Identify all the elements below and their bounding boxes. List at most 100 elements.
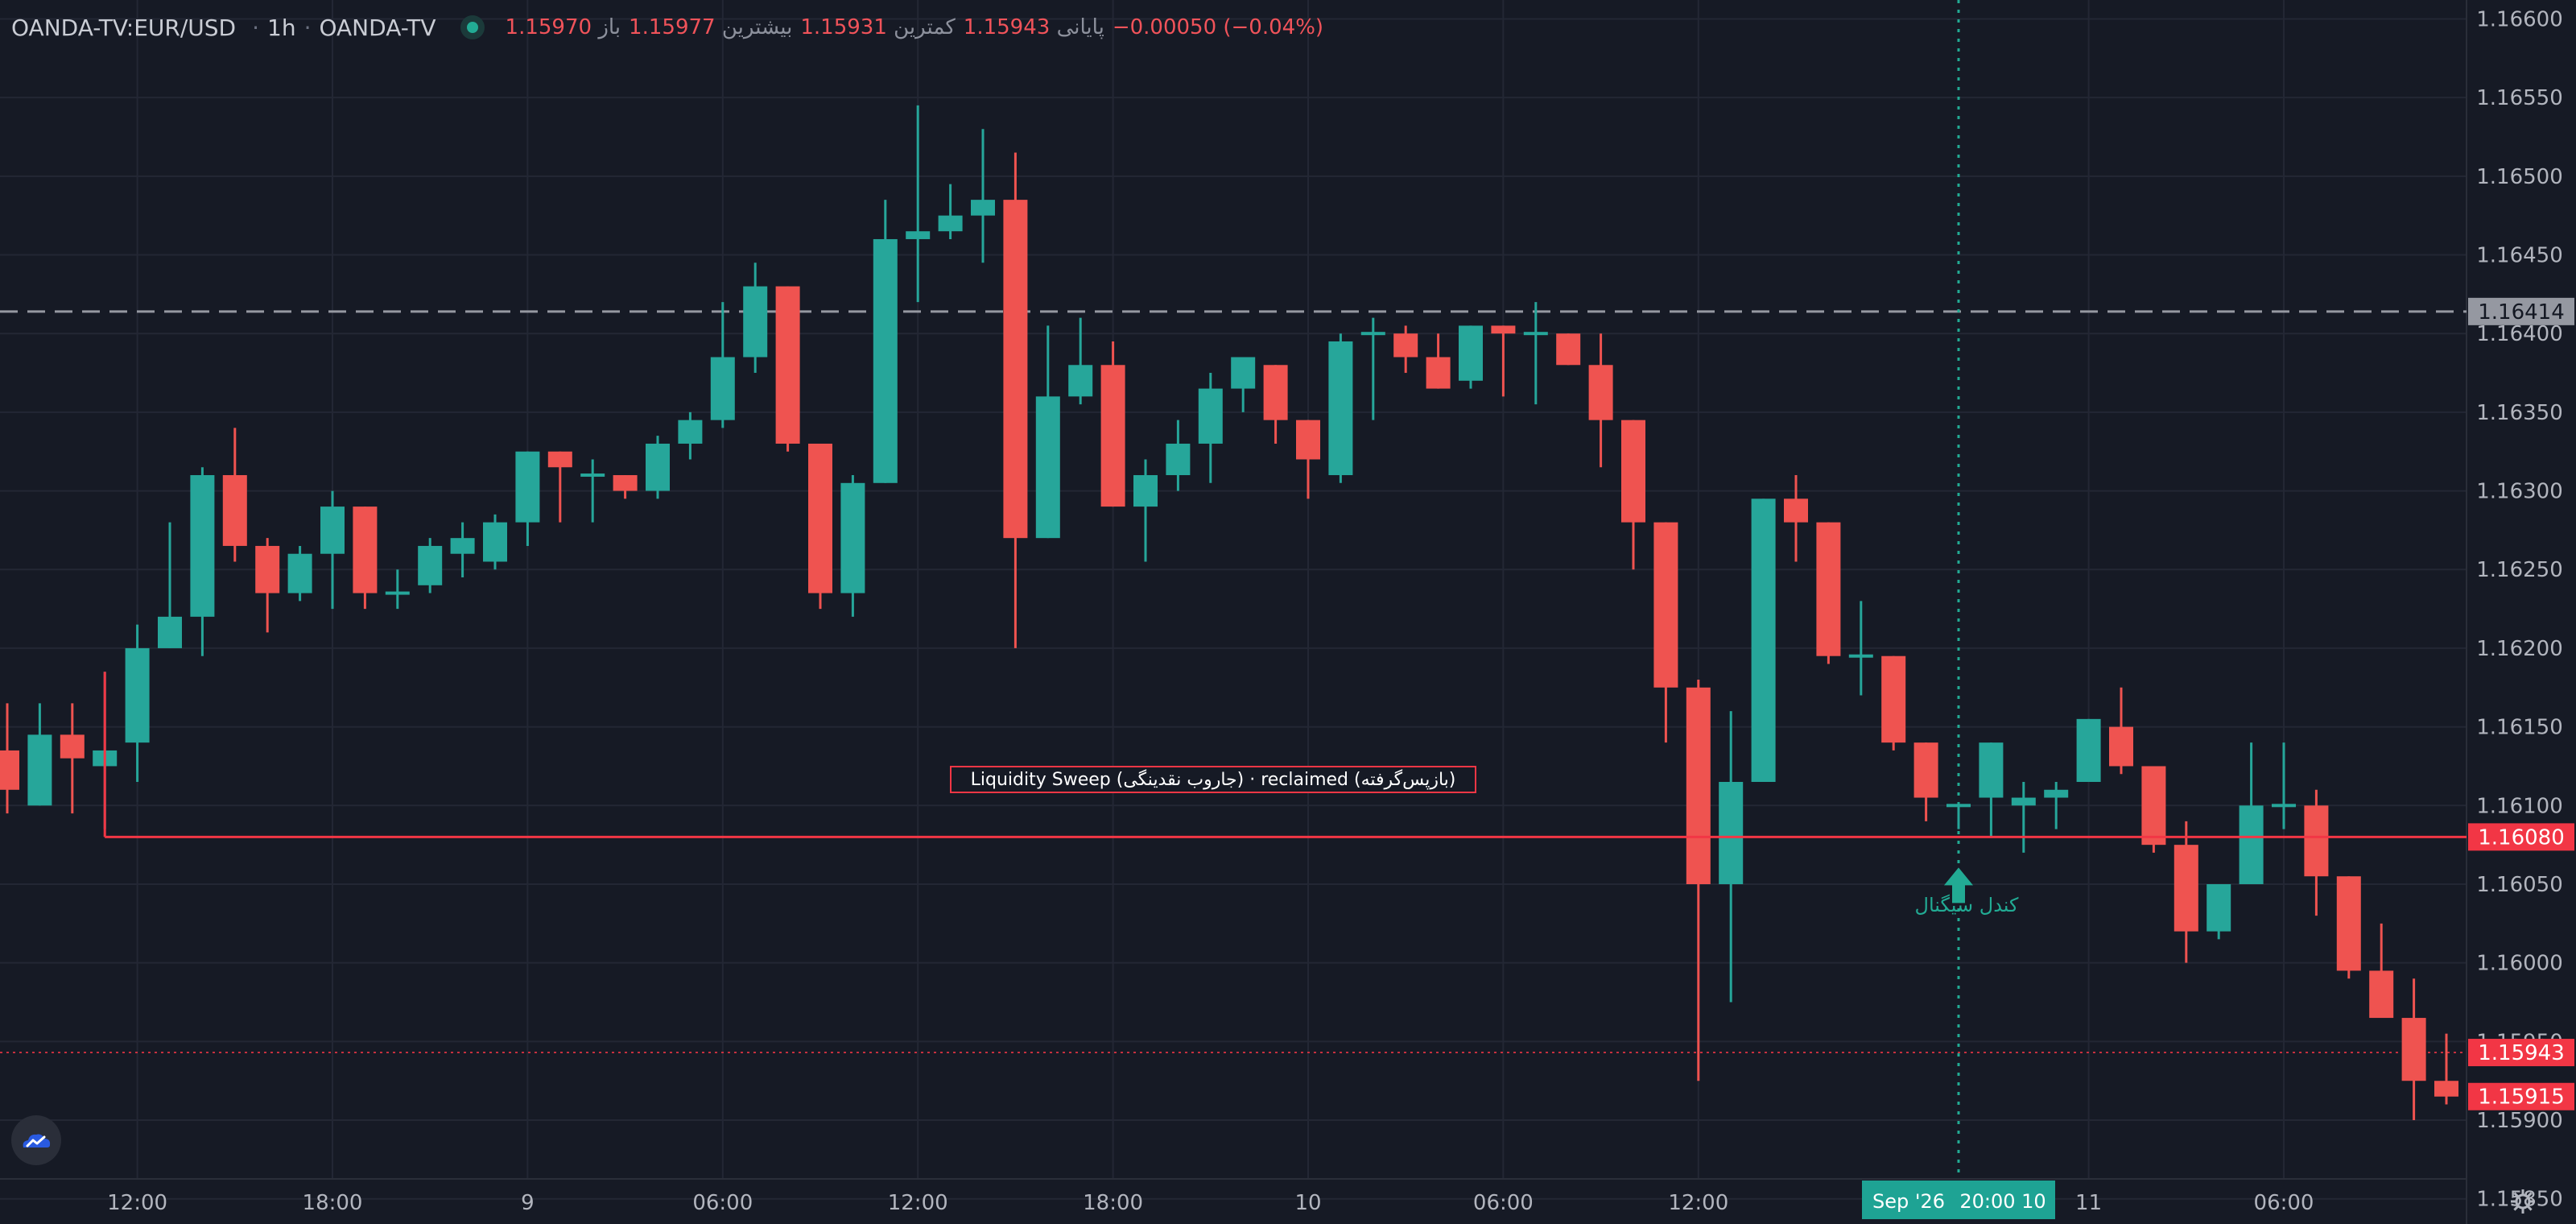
y-tick-label: 1.16500 — [2476, 165, 2563, 189]
candle-body[interactable] — [710, 357, 735, 420]
candle-body[interactable] — [385, 591, 410, 595]
candle-body[interactable] — [1100, 365, 1125, 507]
candle-body[interactable] — [840, 482, 865, 593]
candle-body[interactable] — [60, 734, 85, 759]
sweep-level-price-tag-bg[interactable] — [2468, 823, 2574, 851]
candle-body[interactable] — [906, 231, 931, 239]
tradingview-cloud-icon[interactable] — [11, 1115, 61, 1165]
ohlc-legend: باز 1.15970 بیشترین 1.15977 کمترین 1.159… — [506, 15, 1324, 39]
candle-body[interactable] — [1459, 325, 1483, 381]
candle-body[interactable] — [808, 443, 832, 593]
candle-body[interactable] — [2174, 845, 2198, 932]
candle-body[interactable] — [2401, 1018, 2426, 1081]
candle-body[interactable] — [1588, 365, 1613, 420]
candle-body[interactable] — [1426, 357, 1451, 389]
candle-body[interactable] — [2336, 876, 2361, 971]
candle-body[interactable] — [255, 545, 280, 593]
dashed-level-price-tag-bg[interactable] — [2468, 297, 2574, 325]
candle-body[interactable] — [547, 451, 572, 468]
candle-body[interactable] — [158, 616, 182, 648]
current-close-price-tag-bg[interactable] — [2468, 1082, 2574, 1110]
candle-body[interactable] — [418, 545, 443, 585]
candle-body[interactable] — [1621, 420, 1645, 523]
close-value: 1.15943 — [963, 15, 1051, 39]
symbol-header[interactable]: OANDA-TV:EUR/USD · 1h · OANDA-TV باز 1.1… — [11, 14, 1324, 41]
x-tick-label: 12:00 — [107, 1191, 167, 1215]
candle-body[interactable] — [515, 451, 540, 523]
candle-body[interactable] — [287, 553, 312, 593]
candle-body[interactable] — [1784, 498, 1808, 523]
candle-body[interactable] — [1393, 333, 1418, 358]
candle-body[interactable] — [1556, 333, 1581, 366]
candle-body[interactable] — [1133, 475, 1158, 507]
candle-body[interactable] — [873, 238, 898, 483]
candle-body[interactable] — [1328, 341, 1353, 476]
candle-body[interactable] — [1816, 522, 1841, 656]
candle-body[interactable] — [125, 647, 150, 743]
candle-body[interactable] — [938, 215, 963, 232]
candle-body[interactable] — [2109, 726, 2133, 767]
candle-body[interactable] — [1881, 655, 1906, 743]
candle-body[interactable] — [1686, 687, 1711, 884]
candle-body[interactable] — [775, 286, 800, 444]
candle-body[interactable] — [222, 475, 247, 546]
candle-body[interactable] — [2141, 766, 2166, 846]
sweep-label-box[interactable] — [950, 766, 1476, 793]
candle-body[interactable] — [1523, 332, 1548, 336]
candle-body[interactable] — [2272, 804, 2296, 808]
close-label: پایانی — [1056, 15, 1104, 39]
candle-body[interactable] — [2011, 797, 2036, 806]
candle-body[interactable] — [1231, 357, 1256, 389]
candle-body[interactable] — [2434, 1081, 2458, 1097]
candle-body[interactable] — [1166, 443, 1191, 476]
candle-body[interactable] — [1848, 654, 1873, 658]
x-tick-label: 10 — [1294, 1191, 1321, 1215]
interval-label[interactable]: 1h — [267, 14, 296, 41]
candle-body[interactable] — [1035, 396, 1060, 539]
candle-body[interactable] — [2304, 805, 2329, 877]
candle-body[interactable] — [190, 475, 215, 617]
candle-body[interactable] — [27, 734, 52, 806]
candle-body[interactable] — [483, 522, 507, 562]
candle-body[interactable] — [1913, 742, 1938, 798]
dashed-level-price-tag: 1.16414 — [2478, 300, 2565, 325]
candle-body[interactable] — [1653, 522, 1678, 688]
candle-body[interactable] — [971, 200, 995, 216]
x-tick-label: 11 — [2075, 1191, 2102, 1215]
gear-icon[interactable] — [2511, 1189, 2535, 1214]
candle-body[interactable] — [646, 443, 670, 491]
candle-body[interactable] — [1263, 365, 1288, 420]
x-tick-label: 06:00 — [2254, 1191, 2314, 1215]
candle-body[interactable] — [2076, 718, 2101, 783]
market-status-icon[interactable] — [460, 15, 485, 39]
candle-body[interactable] — [2239, 805, 2264, 884]
candle-body[interactable] — [1751, 498, 1776, 783]
last-price-tag-bg[interactable] — [2468, 1039, 2574, 1067]
candle-body[interactable] — [1068, 365, 1093, 397]
candle-body[interactable] — [320, 507, 345, 554]
candle-body[interactable] — [1360, 332, 1385, 336]
candle-body[interactable] — [613, 475, 638, 491]
candle-body[interactable] — [1296, 420, 1320, 460]
crosshair-time-label-bg — [1862, 1181, 2055, 1219]
candle-body[interactable] — [580, 473, 605, 478]
y-tick-label: 1.16300 — [2476, 480, 2563, 504]
price-axis[interactable] — [2467, 0, 2576, 1224]
y-tick-label: 1.16350 — [2476, 401, 2563, 425]
symbol-name[interactable]: OANDA-TV:EUR/USD — [11, 14, 237, 41]
candle-body[interactable] — [743, 286, 768, 358]
candle-body[interactable] — [0, 750, 19, 790]
candle-body[interactable] — [1198, 388, 1223, 444]
candle-body[interactable] — [1979, 742, 2004, 798]
candle-body[interactable] — [2044, 789, 2069, 798]
candle-body[interactable] — [2207, 883, 2231, 932]
candle-body[interactable] — [1491, 325, 1516, 334]
candle-body[interactable] — [1719, 782, 1744, 884]
candle-body[interactable] — [353, 507, 378, 593]
candle-body[interactable] — [2369, 970, 2394, 1019]
candle-body[interactable] — [1946, 804, 1971, 808]
candle-body[interactable] — [450, 538, 475, 554]
candle-body[interactable] — [678, 420, 703, 444]
candle-body[interactable] — [1003, 200, 1028, 539]
